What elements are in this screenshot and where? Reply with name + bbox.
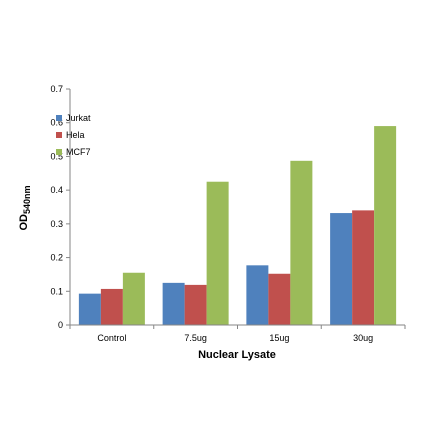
bar-mcf7-control (122, 272, 145, 325)
y-tick-label: 0.3 (50, 219, 63, 229)
x-tick-label: 7.5ug (184, 333, 207, 343)
x-axis-title: Nuclear Lysate (198, 349, 276, 361)
y-tick-label: 0 (58, 320, 63, 330)
y-tick-label: 0.7 (50, 84, 63, 94)
x-ticks-group: Control 7.5ug 15ug 30ug (69, 325, 406, 343)
legend-label-mcf7: MCF7 (66, 147, 91, 157)
y-axis-title-main: OD (18, 214, 30, 231)
x-tick-label: 15ug (269, 333, 289, 343)
bar-hela-control (100, 288, 123, 325)
legend-swatch-hela (56, 132, 62, 138)
legend-label-jurkat: Jurkat (66, 113, 91, 123)
bar-jurkat-7-5ug (162, 282, 185, 325)
bar-hela-7-5ug (184, 284, 207, 325)
x-tick-label: 30ug (353, 333, 373, 343)
y-ticks-group: 0 0.1 0.2 0.3 0.4 0.5 0.6 0.7 (50, 84, 70, 330)
bar-mcf7-7-5ug (206, 181, 229, 325)
bar-jurkat-control (78, 293, 101, 325)
y-tick-label: 0.6 (50, 118, 63, 128)
bar-mcf7-15ug (290, 160, 313, 325)
legend-swatch-jurkat (56, 115, 62, 121)
bar-hela-15ug (268, 273, 291, 325)
y-axis-title-subscript: 540nm (22, 185, 32, 214)
y-tick-label: 0.1 (50, 286, 63, 296)
y-tick-label: 0.2 (50, 253, 63, 263)
y-axis-title: OD540nm (18, 185, 32, 230)
legend-swatch-mcf7 (56, 149, 62, 155)
x-tick-label: Control (97, 333, 126, 343)
y-tick-label: 0.5 (50, 151, 63, 161)
legend: Jurkat Hela MCF7 (56, 113, 91, 157)
bar-jurkat-15ug (246, 265, 269, 325)
bars-group (78, 126, 397, 325)
y-tick-label: 0.4 (50, 185, 63, 195)
bar-hela-30ug (352, 210, 375, 325)
legend-label-hela: Hela (66, 130, 85, 140)
bar-mcf7-30ug (374, 126, 397, 325)
bar-jurkat-30ug (330, 213, 353, 325)
